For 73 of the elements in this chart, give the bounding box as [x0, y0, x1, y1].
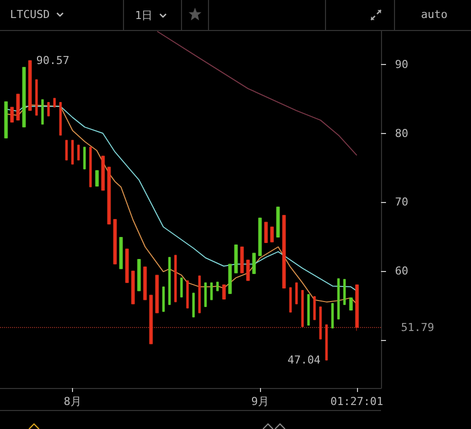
y-tick-label: 90	[395, 58, 408, 71]
x-tick-label: 01:27:01	[330, 395, 384, 408]
candlestick	[162, 286, 165, 312]
candlestick	[240, 246, 244, 274]
candlestick	[95, 170, 99, 187]
candlestick	[101, 156, 105, 191]
candlestick	[289, 287, 292, 313]
candlestick	[307, 294, 310, 326]
candlestick	[270, 226, 274, 242]
candlestick	[155, 274, 159, 314]
candlestick	[337, 278, 340, 320]
candlestick	[131, 270, 135, 304]
candlestick	[89, 146, 92, 188]
candlestick	[143, 266, 147, 300]
ref-line-label: 51.79	[401, 320, 434, 334]
candlestick	[210, 282, 213, 300]
candlestick	[16, 94, 20, 120]
candlestick	[28, 60, 32, 111]
y-tick-label: 60	[395, 264, 408, 278]
x-tick-label: 8月	[64, 395, 82, 408]
line-series	[156, 30, 358, 156]
candlestick	[325, 324, 328, 360]
candlestick	[119, 236, 123, 270]
candlestick	[234, 244, 238, 274]
candlestick	[343, 278, 346, 305]
candlestick	[222, 284, 226, 300]
candlestick	[77, 144, 80, 160]
candlestick	[149, 294, 153, 344]
candlestick	[65, 140, 68, 160]
candlestick	[125, 248, 129, 283]
candlestick	[246, 260, 250, 281]
candlestick	[4, 101, 8, 138]
chart-title: LTCUSD	[10, 8, 50, 21]
candlestick	[83, 146, 86, 170]
annotation: 47.04	[287, 354, 321, 367]
candlestick	[331, 303, 334, 328]
candlestick	[41, 99, 44, 125]
candlestick	[349, 298, 353, 310]
y-tick-label: 70	[395, 196, 408, 209]
candlestick	[252, 252, 256, 274]
candlestick	[186, 280, 189, 308]
candlestick	[168, 256, 171, 305]
annotation: 90.57	[36, 54, 70, 67]
x-tick-label: 9月	[251, 395, 269, 408]
candlestick	[113, 219, 117, 264]
candlestick	[137, 259, 141, 292]
candlestick	[301, 290, 304, 327]
candlestick	[276, 206, 280, 238]
candlestick	[319, 306, 322, 340]
text: auto	[421, 8, 448, 21]
candlestick	[180, 278, 183, 298]
candlestick	[71, 140, 74, 164]
candlestick	[10, 106, 14, 123]
candlestick	[264, 222, 268, 243]
candlestick	[22, 66, 26, 128]
candlestick	[174, 254, 177, 302]
candlestick	[198, 276, 201, 314]
candlestick	[47, 102, 50, 116]
candlestick	[35, 79, 38, 116]
candlestick	[107, 166, 111, 224]
candlestick	[258, 218, 262, 256]
candlestick	[355, 284, 359, 332]
candlestick	[295, 282, 298, 304]
candlestick	[228, 264, 232, 294]
candlestick	[313, 296, 316, 320]
candlestick	[59, 102, 62, 136]
candlestick	[216, 282, 219, 292]
candlestick	[282, 214, 286, 288]
candlestick	[192, 292, 195, 318]
y-tick-label: 80	[395, 126, 408, 140]
candlestick	[204, 282, 207, 308]
text: 1日	[135, 8, 153, 23]
candlestick	[53, 98, 56, 108]
